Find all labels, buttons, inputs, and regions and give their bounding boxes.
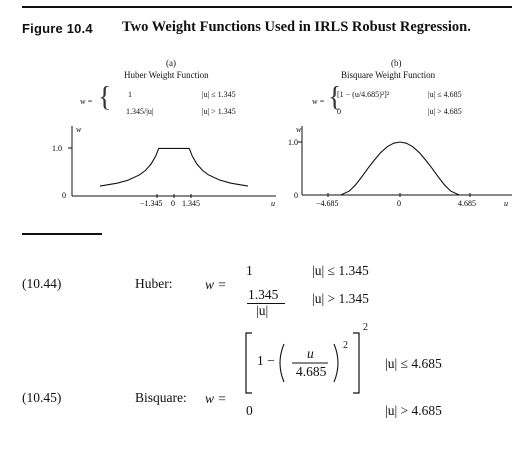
figure-label: Figure 10.4 [22,21,93,36]
panel-a-tag: (a) [166,58,176,68]
huber-chart: w 1.0 0 −1.345 0 1.345 u [52,125,276,208]
huber-eq-w: w = [205,277,227,292]
panel-a-case1-cond: |u| ≤ 1.345 [202,90,236,99]
huber-y-tick-1: 1.0 [52,144,62,153]
bisquare-y-tick-1: 1.0 [288,138,298,147]
huber-x-tick-0: 0 [171,199,175,208]
panel-a-brace: { [98,82,112,113]
bisquare-x-axis-label: u [504,199,508,208]
bisq-case1-cond: |u| ≤ 4.685 [385,356,442,371]
huber-frac-den: |u| [256,303,269,318]
bisq-case2-cond: |u| > 4.685 [385,403,442,418]
bisquare-y-axis-label: w [296,125,302,134]
bisq-right-bracket [353,332,360,394]
bisq-outer-exp: 2 [363,322,368,333]
huber-eq-number: (10.44) [22,276,62,291]
bisq-eq-name: Bisquare: [135,390,187,405]
bisq-frac-den: 4.685 [296,364,327,379]
bisq-eq-number: (10.45) [22,390,62,405]
panel-b-case1-val: [1 − (u/4.685)²]² [337,90,390,99]
bisq-left-bracket [245,332,252,394]
bisq-inner-exp: 2 [343,340,348,351]
huber-x-tick-neg: −1.345 [140,199,163,208]
panel-a-w-eq: w = [80,97,93,106]
top-rule [22,6,512,8]
panel-b-brace: { [328,82,342,113]
bisq-case2-val: 0 [246,403,253,418]
bisq-eq-w: w = [205,391,227,406]
huber-frac-bar [247,303,285,304]
bisq-brackets [245,332,360,394]
huber-x-tick-pos: 1.345 [182,199,200,208]
section-rule [22,233,102,235]
panel-b-case2-val: 0 [337,107,341,116]
huber-case2-cond: |u| > 1.345 [312,291,369,306]
panel-a-case1-val: 1 [128,90,132,99]
bisquare-x-tick-neg: −4.685 [316,199,339,208]
panel-b-title: Bisquare Weight Function [341,70,436,80]
bisquare-curve [305,141,495,196]
bisq-right-paren [333,343,339,383]
bisq-one-minus: 1 − [257,353,275,368]
huber-eq-name: Huber: [135,276,173,291]
huber-x-axis-label: u [271,199,275,208]
huber-case1-cond: |u| ≤ 1.345 [312,263,369,278]
panel-a-case2-val: 1.345/|u| [126,107,154,116]
huber-curve [99,147,249,187]
panel-b-w-eq: w = [312,97,325,106]
panel-a-case2-cond: |u| > 1.345 [202,107,236,116]
bisq-frac-num: u [307,346,314,361]
bisquare-x-tick-0: 0 [397,199,401,208]
panel-b-tag: (b) [391,58,402,68]
huber-y-axis-label: w [76,125,82,134]
panel-b-case1-cond: |u| ≤ 4.685 [428,90,462,99]
bisquare-x-tick-pos: 4.685 [458,199,476,208]
bisquare-chart: w 1.0 0 −4.685 0 4.685 u [288,125,512,208]
bisquare-y-tick-0: 0 [294,191,298,200]
panel-b-case2-cond: |u| > 4.685 [428,107,462,116]
huber-case1-val: 1 [246,263,253,278]
figure-title: Two Weight Functions Used in IRLS Robust… [122,19,471,35]
panel-a-title: Huber Weight Function [124,70,209,80]
huber-frac-num: 1.345 [248,287,279,302]
huber-y-tick-0: 0 [62,191,66,200]
bisq-left-paren [279,343,285,383]
